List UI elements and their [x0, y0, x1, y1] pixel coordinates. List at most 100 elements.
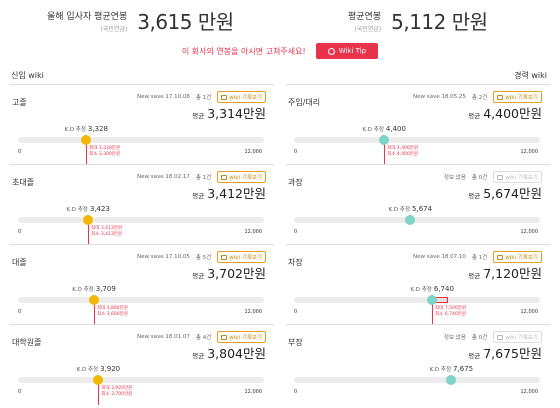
kd-estimate-value: 5,674: [412, 205, 433, 213]
wiki-records-button[interactable]: wiki 기록보기: [493, 331, 542, 343]
category-label: 초대졸: [12, 178, 35, 187]
tip-bar: 이 회사의 연봉을 아시면 고쳐주세요! Wiki Tip: [0, 43, 560, 59]
average-salary-value: 5,112 만원: [391, 10, 488, 34]
kd-estimate-marker: [446, 375, 457, 385]
range-marker-line: [432, 303, 434, 325]
wiki-records-label: wiki 기록보기: [505, 255, 538, 261]
wiki-records-label: wiki 기록보기: [505, 335, 538, 341]
wiki-records-button[interactable]: wiki 기록보기: [217, 331, 266, 343]
axis-max-label: 12,000: [244, 309, 263, 315]
average-label: 평균: [192, 112, 205, 120]
average-salary: 평균 7,120만원: [468, 263, 542, 282]
range-min-max: 최대 3,413만원 최소 3,413만원: [91, 226, 122, 238]
average-value: 3,804만원: [207, 346, 266, 361]
average-salary: 평균 3,804만원: [192, 343, 266, 362]
kd-estimate-marker: [379, 135, 390, 145]
kd-estimate-value: 3,920: [100, 365, 121, 373]
range-marker-line: [86, 143, 88, 165]
wiki-records-label: wiki 기록보기: [505, 95, 538, 101]
wiki-records-label: wiki 기록보기: [229, 95, 262, 101]
range-max: 최대 3,800만원: [97, 306, 128, 311]
new-hire-wiki-title: 신입 wiki: [11, 71, 44, 80]
save-date: New save 18.02.17: [137, 174, 190, 180]
panel-meta: New save 18.01.07 총 4건 wiki 기록보기: [137, 331, 266, 343]
kd-estimate-value: 3,328: [87, 125, 108, 133]
range-marker-line: [94, 303, 96, 325]
wiki-tip-label: Wiki Tip: [338, 47, 367, 55]
kd-estimate-value: 6,740: [433, 285, 454, 293]
wiki-records-label: wiki 기록보기: [229, 335, 262, 341]
wiki-records-button[interactable]: wiki 기록보기: [217, 251, 266, 263]
right-panel-3: 부장 정보 없음 총 0건 wiki 기록보기 평균 7,675만원 K.D 추정 7,675…: [286, 324, 550, 402]
wiki-records-button[interactable]: wiki 기록보기: [493, 251, 542, 263]
panel-meta: 정보 없음 총 0건 wiki 기록보기: [444, 171, 542, 183]
average-value: 5,674만원: [483, 186, 542, 201]
book-icon: [221, 254, 228, 260]
kd-estimate-label: K.D 추정 3,423: [66, 205, 110, 213]
range-min: 최소 4,400만원: [387, 152, 419, 157]
new-hire-average-source: (국민연금): [100, 25, 128, 33]
kd-estimate-label: K.D 추정 3,328: [64, 125, 108, 133]
kd-estimate-caption: K.D 추정: [66, 207, 88, 213]
salary-range-track: K.D 추정 3,709 최대 3,800만원 최소 3,600만원: [18, 285, 264, 325]
average-salary: 평균 3,702만원: [192, 263, 266, 282]
kd-estimate-caption: K.D 추정: [64, 127, 86, 133]
record-count: 총 1건: [471, 255, 488, 261]
kd-estimate-caption: K.D 추정: [410, 287, 432, 293]
average-value: 3,702만원: [207, 266, 266, 281]
save-date: 정보 없음: [443, 335, 466, 341]
kd-estimate-label: K.D 추정 4,400: [362, 125, 406, 133]
tip-message: 이 회사의 연봉을 아시면 고쳐주세요!: [181, 46, 306, 56]
axis-min-label: 0: [18, 309, 22, 315]
panel-meta: New save 18.07.10 총 1건 wiki 기록보기: [413, 251, 542, 263]
average-value: 3,412만원: [207, 186, 266, 201]
book-icon: [221, 334, 228, 340]
left-panel-1: 초대졸 New save 18.02.17 총 1건 wiki 기록보기 평균 3,412…: [10, 164, 274, 245]
kd-estimate-label: K.D 추정 3,709: [72, 285, 116, 293]
experienced-wiki-title: 경력 wiki: [514, 71, 547, 80]
average-salary-label: 평균연봉: [348, 11, 382, 22]
record-count: 총 2건: [471, 95, 488, 101]
kd-estimate-value: 3,709: [95, 285, 116, 293]
range-min: 최소 3,413만원: [91, 232, 123, 237]
range-max: 최대 4,400만원: [387, 146, 419, 151]
salary-range-track: K.D 추정 4,400 최대 4,400만원 최소 4,400만원: [294, 125, 540, 165]
axis-min-label: 0: [18, 229, 22, 235]
range-max: 최대 3,413만원: [91, 226, 123, 231]
wiki-records-label: wiki 기록보기: [505, 175, 538, 181]
wiki-records-button[interactable]: wiki 기록보기: [493, 171, 542, 183]
wiki-records-label: wiki 기록보기: [229, 255, 262, 261]
category-label: 대졸: [12, 258, 27, 267]
category-label: 과장: [288, 178, 303, 187]
wiki-tip-button[interactable]: Wiki Tip: [315, 43, 379, 59]
wiki-records-button[interactable]: wiki 기록보기: [217, 171, 266, 183]
category-label: 주임/대리: [288, 98, 321, 107]
average-salary: 평균 5,674만원: [468, 183, 542, 202]
book-icon: [497, 334, 504, 340]
average-salary: 평균 3,412만원: [192, 183, 266, 202]
record-count: 총 1건: [195, 175, 212, 181]
save-date: 정보 없음: [443, 175, 466, 181]
average-label: 평균: [468, 352, 481, 360]
average-value: 7,120만원: [483, 266, 542, 281]
category-label: 차장: [288, 258, 303, 267]
average-label: 평균: [192, 272, 205, 280]
range-min: 최소 6,740만원: [435, 312, 467, 317]
salary-range-track: K.D 추정 3,920 최대 3,920만원 최소 3,700만원: [18, 365, 264, 405]
range-min-max: 최대 3,328만원 최소 3,300만원: [89, 146, 120, 158]
salary-range-track: K.D 추정 3,328 최대 3,328만원 최소 3,300만원: [18, 125, 264, 165]
average-label: 평균: [468, 272, 481, 280]
axis-min-label: 0: [294, 309, 298, 315]
average-label: 평균: [192, 352, 205, 360]
range-max: 최대 3,328만원: [89, 146, 121, 151]
wiki-records-button[interactable]: wiki 기록보기: [217, 91, 266, 103]
wiki-records-button[interactable]: wiki 기록보기: [493, 91, 542, 103]
record-count: 총 4건: [195, 335, 212, 341]
axis-min-label: 0: [18, 149, 22, 155]
range-min-max: 최대 3,800만원 최소 3,600만원: [97, 306, 128, 318]
save-date: New save 18.07.10: [413, 254, 466, 260]
range-max: 최대 7,500만원: [435, 306, 467, 311]
kd-estimate-marker: [405, 215, 416, 225]
salary-summary-header: 올해 입사자 평균연봉 (국민연금) 3,615 만원 평균연봉 (국민연금) …: [0, 0, 560, 68]
panel-meta: New save 18.05.25 총 2건 wiki 기록보기: [413, 91, 542, 103]
